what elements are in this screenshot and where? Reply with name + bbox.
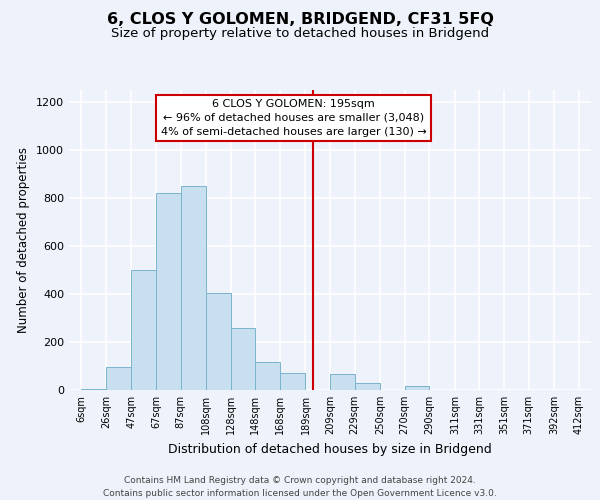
Bar	[206, 293, 231, 390]
Bar	[156, 193, 181, 390]
Bar	[280, 372, 305, 390]
Bar	[81, 389, 106, 390]
Bar	[106, 367, 131, 390]
Bar	[131, 270, 156, 390]
Bar	[181, 186, 206, 390]
Text: 6 CLOS Y GOLOMEN: 195sqm
← 96% of detached houses are smaller (3,048)
4% of semi: 6 CLOS Y GOLOMEN: 195sqm ← 96% of detach…	[161, 99, 427, 137]
Text: Contains HM Land Registry data © Crown copyright and database right 2024.
Contai: Contains HM Land Registry data © Crown c…	[103, 476, 497, 498]
Y-axis label: Number of detached properties: Number of detached properties	[17, 147, 31, 333]
X-axis label: Distribution of detached houses by size in Bridgend: Distribution of detached houses by size …	[168, 442, 492, 456]
Bar	[255, 362, 280, 390]
Bar	[355, 383, 380, 390]
Bar	[231, 328, 255, 390]
Text: 6, CLOS Y GOLOMEN, BRIDGEND, CF31 5FQ: 6, CLOS Y GOLOMEN, BRIDGEND, CF31 5FQ	[107, 12, 493, 28]
Bar	[405, 386, 429, 390]
Bar	[330, 374, 355, 390]
Text: Size of property relative to detached houses in Bridgend: Size of property relative to detached ho…	[111, 28, 489, 40]
